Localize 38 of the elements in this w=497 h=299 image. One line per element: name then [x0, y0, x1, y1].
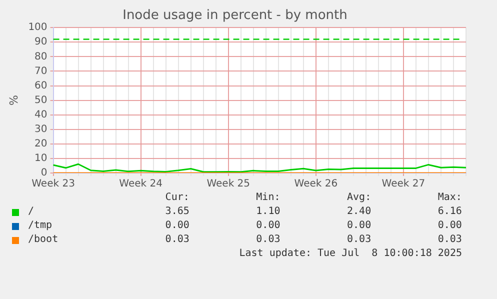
text: 0.00 — [436, 219, 462, 233]
text: 0.03 — [164, 233, 190, 247]
y-tick-label: 50 — [34, 94, 48, 106]
text: 0.03 — [436, 233, 462, 247]
text: 2.40 — [346, 205, 372, 219]
text: 0.00 — [346, 219, 372, 233]
chart-title: Inode usage in percent - by month — [122, 8, 348, 24]
text: 1.10 — [255, 205, 280, 219]
text: Avg: — [346, 191, 372, 205]
text: 0.00 — [255, 219, 280, 233]
y-tick-label: 0 — [40, 168, 48, 179]
text: 3.65 — [164, 205, 190, 219]
y-tick-label: 90 — [34, 36, 48, 48]
legend-label: /tmp — [27, 219, 54, 233]
y-tick-label: 40 — [34, 109, 48, 120]
x-tick-label: Week 25 — [206, 178, 250, 190]
y-tick-label: 100 — [28, 22, 48, 34]
x-tick-label: Week 26 — [294, 178, 338, 190]
x-tick-label: Week 23 — [32, 178, 75, 190]
text: 0.03 — [346, 233, 372, 247]
text: Min: — [255, 191, 280, 205]
x-tick-label: Week 27 — [382, 178, 426, 190]
text: Cur: — [164, 191, 190, 205]
text: 0.00 — [164, 219, 190, 233]
y-axis-title: % — [7, 95, 20, 106]
y-tick-label: 60 — [34, 80, 48, 92]
text: Max: — [436, 191, 462, 205]
text: 6.16 — [436, 205, 462, 219]
y-tick-label: 20 — [34, 138, 48, 150]
legend-label: / — [27, 205, 36, 219]
legend-label: /boot — [27, 233, 60, 247]
text: 0.03 — [255, 233, 280, 247]
y-tick-label: 10 — [34, 153, 48, 164]
y-tick-label: 80 — [34, 51, 48, 62]
y-tick-label: 30 — [34, 124, 48, 135]
y-tick-label: 70 — [34, 66, 48, 77]
text: Last update: Tue Jul 8 10:00:18 2025 — [239, 247, 462, 261]
x-tick-label: Week 24 — [119, 178, 162, 190]
